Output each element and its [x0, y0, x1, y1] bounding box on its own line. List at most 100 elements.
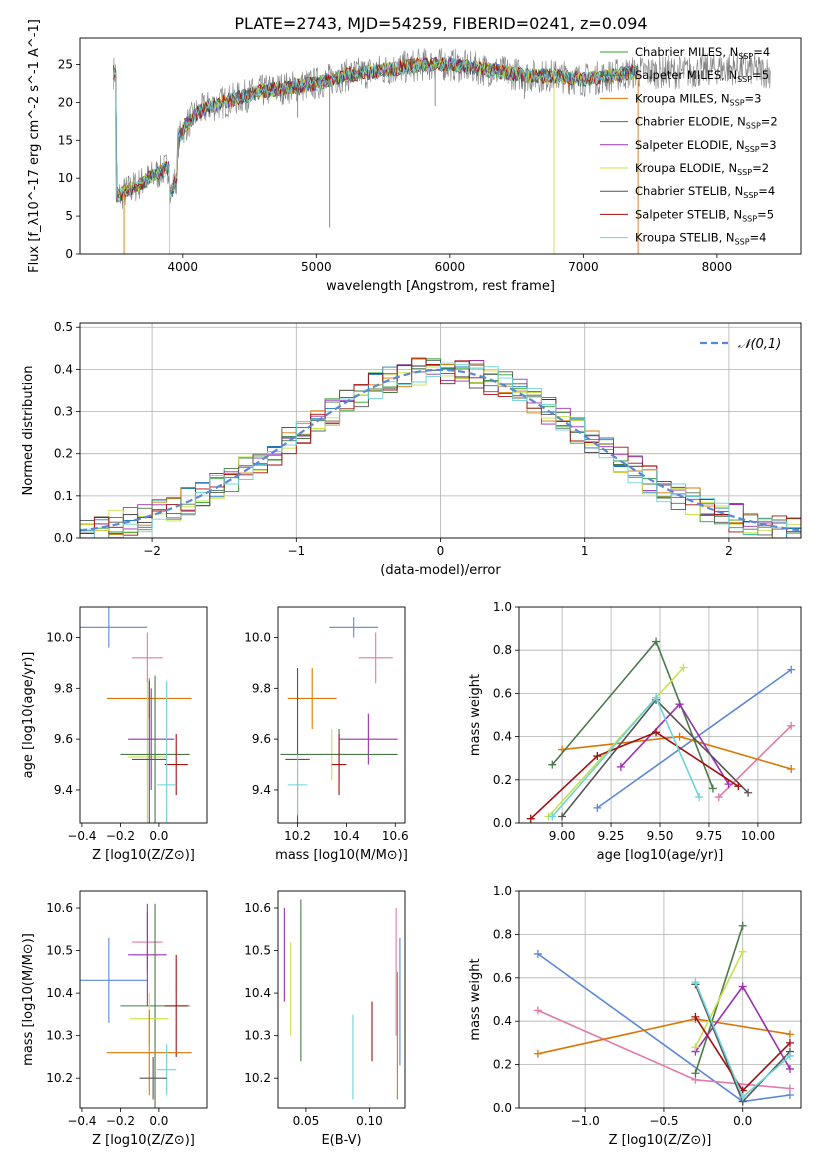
- data-point: [675, 732, 684, 741]
- y-tick-label: 0.2: [493, 773, 512, 787]
- x-axis-label: Z [log10(Z/Z⊙)]: [609, 1133, 712, 1148]
- y-tick-label: 1.0: [493, 884, 512, 898]
- x-tick-label: −0.5: [649, 1114, 678, 1128]
- data-point: [533, 1049, 542, 1058]
- y-tick-label: 10.4: [46, 986, 73, 1000]
- x-tick-label: −0.2: [106, 1114, 135, 1128]
- data-point: [616, 762, 625, 771]
- y-tick-label: 15: [58, 133, 73, 147]
- x-tick-label: 4000: [168, 260, 199, 274]
- x-tick-label: 0.0: [149, 1114, 168, 1128]
- y-tick-label: 0.4: [493, 730, 512, 744]
- y-tick-label: 10.0: [46, 630, 73, 644]
- y-tick-label: 10.0: [244, 630, 271, 644]
- y-tick-label: 0.6: [493, 686, 512, 700]
- x-axis-label: age [log10(age/yr)]: [597, 848, 724, 863]
- axes-frame: [277, 890, 406, 1109]
- panel-mass_vs_EBV: 0.05 0.10 10.2 10.3 10.4 10.5 10.6 E(B-V): [244, 890, 406, 1148]
- legend: Chabrier MILES, NSSP=4 Salpeter MILES, NS…: [600, 45, 778, 247]
- data-point: [738, 1093, 747, 1102]
- y-tick-label: 0.0: [54, 531, 73, 545]
- axes-frame: [79, 322, 802, 539]
- y-tick-label: 0.0: [493, 1101, 512, 1115]
- y-tick-label: 0.4: [493, 1014, 512, 1028]
- y-tick-label: 9.8: [252, 681, 271, 695]
- y-tick-label: 0.6: [493, 971, 512, 985]
- panel-spectrum: 4000 5000 6000 7000 8000 0 5 10 15 20 25 wavelength…: [27, 19, 802, 294]
- y-tick-label: 0.2: [493, 1058, 512, 1072]
- data-point: [738, 921, 747, 930]
- x-tick-label: 9.75: [696, 829, 723, 843]
- data-point: [724, 780, 733, 789]
- x-axis-label: Z [log10(Z/Z⊙)]: [92, 1133, 195, 1148]
- axes-frame: [518, 606, 802, 824]
- legend-label: Chabrier STELIB, NSSP=4: [635, 184, 775, 200]
- series-line: [530, 731, 739, 820]
- x-axis-label: mass [log10(M/M⊙)]: [275, 848, 408, 863]
- data-point: [526, 814, 535, 823]
- x-tick-label: 10.00: [741, 829, 775, 843]
- y-tick-label: 0.4: [54, 362, 73, 376]
- data-point: [593, 752, 602, 761]
- data-point: [785, 1030, 794, 1039]
- series-line: [547, 666, 685, 818]
- y-axis-label: mass weight: [468, 958, 483, 1040]
- normal-curve: [80, 368, 801, 532]
- data-point: [787, 765, 796, 773]
- data-point: [785, 1084, 794, 1093]
- panel-weight_vs_Z: −1.0 −0.5 0.0 0.0 0.2 0.4 0.6 0.8 1.0 Z [log10(Z/…: [468, 884, 802, 1148]
- y-tick-label: 0.2: [54, 447, 73, 461]
- y-axis-label: Flux [f_λ10^-17 erg cm^-2 s^-1 A^-1]: [27, 19, 42, 273]
- data-point: [548, 812, 557, 821]
- axes-frame: [277, 606, 406, 824]
- x-tick-label: 8000: [702, 260, 733, 274]
- x-tick-label: 10.6: [382, 829, 409, 843]
- x-tick-label: 6000: [435, 260, 466, 274]
- histogram-kroupa_stelib: [80, 362, 801, 538]
- x-tick-label: 10.2: [284, 829, 311, 843]
- y-tick-label: 1.0: [493, 600, 512, 614]
- x-tick-label: 0.10: [356, 1114, 383, 1128]
- data-point: [558, 812, 567, 821]
- legend: 𝒩(0,1): [700, 337, 781, 352]
- series-line: [718, 725, 792, 798]
- axes-frame: [79, 37, 802, 255]
- plot-area: [80, 903, 192, 1108]
- x-tick-label: −0.2: [106, 829, 135, 843]
- legend-label: Salpeter STELIB, NSSP=5: [635, 207, 774, 223]
- data-point: [787, 721, 796, 730]
- y-tick-label: 10.2: [244, 1071, 271, 1085]
- x-tick-label: −0.4: [67, 1114, 96, 1128]
- data-point: [675, 700, 684, 709]
- y-tick-label: 9.6: [252, 732, 271, 746]
- data-point: [548, 760, 557, 769]
- data-point: [787, 665, 796, 674]
- plot-area: [283, 899, 401, 1100]
- y-tick-label: 9.4: [252, 783, 271, 797]
- y-tick-label: 10.6: [244, 901, 271, 915]
- y-tick-label: 9.4: [54, 783, 73, 797]
- panel-mass_vs_Z: −0.4 −0.2 0.0 10.2 10.3 10.4 10.5 10.6 Z [log10(…: [21, 890, 208, 1148]
- panel-weight_vs_age: 9.00 9.25 9.50 9.75 10.00 0.0 0.2 0.4 0.6 0.8 1.0 a…: [468, 600, 802, 863]
- y-tick-label: 10.3: [244, 1029, 271, 1043]
- y-tick-label: 0.0: [493, 816, 512, 830]
- legend-label: Salpeter ELODIE, NSSP=3: [635, 138, 777, 154]
- spectrum-line: [113, 57, 639, 203]
- data-point: [734, 782, 743, 791]
- x-axis-label: E(B-V): [321, 1133, 361, 1148]
- y-axis-label: mass [log10(M/M⊙)]: [21, 933, 36, 1066]
- y-tick-label: 20: [58, 95, 73, 109]
- panel-age_vs_mass: 10.2 10.4 10.6 9.4 9.6 9.8 10.0 mass [log10(M/M…: [244, 606, 409, 863]
- legend-label: Chabrier ELODIE, NSSP=2: [635, 115, 778, 131]
- x-tick-label: 7000: [568, 260, 599, 274]
- series-line: [551, 696, 700, 818]
- y-tick-label: 0: [65, 247, 73, 261]
- y-tick-label: 10.5: [244, 944, 271, 958]
- data-point: [593, 803, 602, 812]
- data-point: [785, 1051, 794, 1060]
- data-point: [695, 793, 704, 802]
- x-tick-label: 9.50: [647, 829, 674, 843]
- y-tick-label: 10.4: [244, 986, 271, 1000]
- data-point: [533, 1006, 542, 1015]
